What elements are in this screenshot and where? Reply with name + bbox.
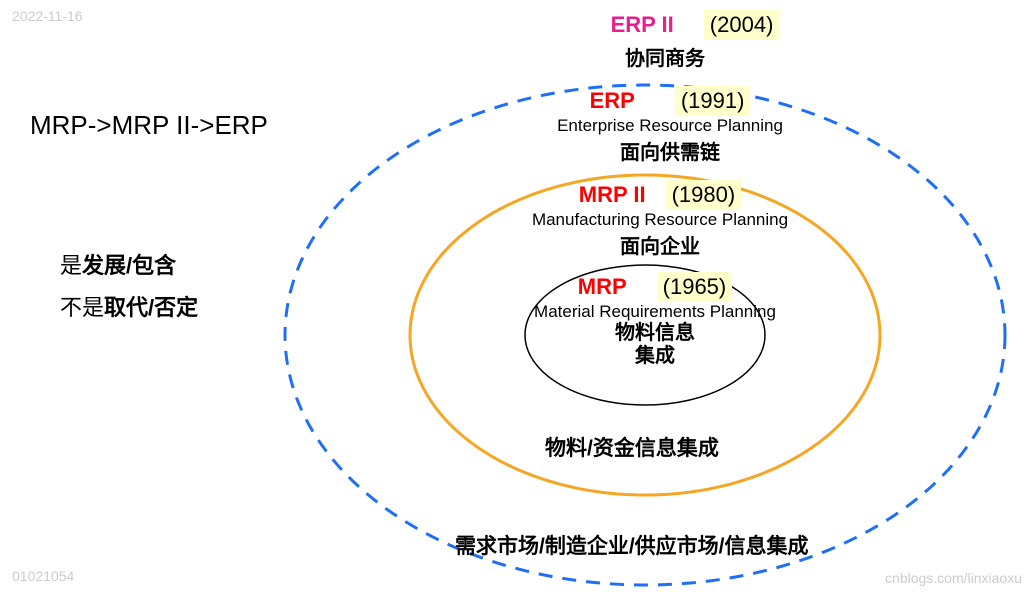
mrp2-cn: 面向企业 xyxy=(490,230,830,259)
erp-en: Enterprise Resource Planning xyxy=(500,116,840,136)
main-heading: MRP->MRP II->ERP xyxy=(30,110,268,141)
side-note: 是发展/包含 不是取代/否定 xyxy=(60,245,198,329)
erp-cn: 面向供需链 xyxy=(500,136,840,165)
date-watermark: 2022-11-16 xyxy=(12,8,83,24)
mrp2-name: MRP II xyxy=(579,182,646,208)
mrp2-year: (1980) xyxy=(666,180,742,210)
mrp-name: MRP xyxy=(578,274,627,300)
side-note-line2-bold: 取代/否定 xyxy=(104,295,198,320)
mrp-cn1: 物料信息 xyxy=(480,322,830,345)
side-note-line1-pre: 是 xyxy=(60,253,82,278)
erp2-cn: 协同商务 xyxy=(485,42,845,71)
mrp-cn2: 集成 xyxy=(480,345,830,368)
mrp-en: Material Requirements Planning xyxy=(480,302,830,322)
level-mrp: MRP (1965) Material Requirements Plannin… xyxy=(480,272,830,368)
erp2-name: ERP II xyxy=(611,12,674,38)
mrp-year: (1965) xyxy=(657,272,733,302)
erp-year: (1991) xyxy=(675,86,751,116)
erp-bottom: 需求市场/制造企业/供应市场/信息集成 xyxy=(455,530,809,560)
level-erp2: ERP II (2004) 协同商务 xyxy=(545,10,845,71)
erp2-year: (2004) xyxy=(704,10,780,40)
erp-name: ERP xyxy=(590,88,635,114)
mrp2-bottom: 物料/资金信息集成 xyxy=(545,432,719,462)
side-note-line1: 是发展/包含 xyxy=(60,245,198,287)
level-erp: ERP (1991) Enterprise Resource Planning … xyxy=(500,86,840,165)
side-note-line2-pre: 不是 xyxy=(60,295,104,320)
mrp2-en: Manufacturing Resource Planning xyxy=(490,210,830,230)
side-note-line1-bold: 发展/包含 xyxy=(82,253,176,278)
side-note-line2: 不是取代/否定 xyxy=(60,287,198,329)
source-watermark: cnblogs.com/linxiaoxu xyxy=(885,570,1022,586)
level-mrp2: MRP II (1980) Manufacturing Resource Pla… xyxy=(490,180,830,259)
id-watermark: 01021054 xyxy=(12,568,74,584)
